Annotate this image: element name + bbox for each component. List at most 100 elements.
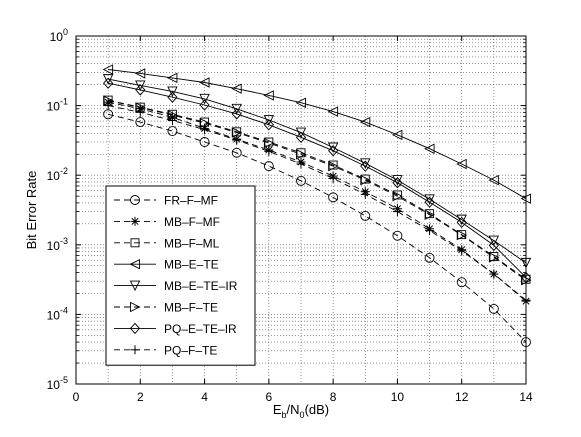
series-group xyxy=(102,64,532,348)
marker-triangle-left xyxy=(359,116,371,128)
marker-triangle-down xyxy=(167,86,178,97)
marker-circle xyxy=(231,147,242,158)
legend-item: MB–F–ML xyxy=(114,236,220,250)
marker-diamond xyxy=(520,271,532,284)
x-tick-label: 2 xyxy=(137,390,144,404)
marker-triangle-right xyxy=(424,209,436,221)
x-tick-label: 4 xyxy=(201,390,208,404)
series-line xyxy=(108,105,527,301)
marker-triangle-left xyxy=(134,68,146,79)
marker-diamond xyxy=(135,84,146,96)
legend-label: PQ–F–TE xyxy=(164,343,217,357)
marker-triangle-right xyxy=(328,160,339,172)
marker-square xyxy=(521,274,531,284)
marker-plus xyxy=(328,173,338,183)
axis-ticks: 0 2 4 6 8 10 12 14 100 10-1 10-2 10-3 10-4 10-5 xyxy=(47,27,533,404)
legend-item: PQ–F–TE xyxy=(114,343,217,357)
marker-diamond xyxy=(199,99,210,111)
legend-item: FR–F–MF xyxy=(114,194,218,208)
series xyxy=(102,64,531,204)
marker-circle xyxy=(424,252,435,263)
marker-triangle-right xyxy=(360,174,371,186)
marker-triangle-down xyxy=(520,257,532,269)
marker-circle xyxy=(199,137,210,147)
legend-item: MB–E–TE xyxy=(114,258,219,272)
series-line xyxy=(107,113,527,343)
marker-triangle-right xyxy=(456,229,468,241)
marker-plus xyxy=(232,135,242,145)
marker-plus xyxy=(167,116,177,126)
y-tick-label: 10-1 xyxy=(47,97,68,114)
marker-triangle-right xyxy=(296,149,307,160)
marker-diamond xyxy=(167,91,178,103)
legend-item: MB–F–TE xyxy=(114,301,218,315)
marker-triangle-left xyxy=(488,174,499,186)
marker-triangle-down xyxy=(327,142,339,154)
legend-label: MB–E–TE xyxy=(164,258,219,272)
marker-circle xyxy=(488,303,499,314)
y-tick-label: 10-3 xyxy=(47,236,68,253)
marker-triangle-right xyxy=(263,137,275,149)
marker-star xyxy=(130,216,140,226)
legend-box xyxy=(105,185,256,366)
marker-triangle-right xyxy=(392,190,403,202)
marker-triangle-down xyxy=(231,103,242,115)
legend-label: MB–F–TE xyxy=(164,301,218,315)
marker-diamond xyxy=(263,119,274,131)
marker-circle xyxy=(392,230,403,241)
series xyxy=(103,77,532,284)
marker-plus xyxy=(130,345,140,355)
y-tick-label: 100 xyxy=(50,27,68,44)
marker-plus xyxy=(425,226,435,236)
marker-plus xyxy=(135,107,145,117)
marker-triangle-left xyxy=(166,72,178,84)
series-line xyxy=(108,99,527,280)
marker-plus xyxy=(103,101,113,111)
marker-diamond xyxy=(295,131,307,144)
marker-triangle-down xyxy=(135,80,146,91)
marker-diamond xyxy=(488,239,499,252)
marker-plus xyxy=(489,269,499,279)
x-tick-label: 6 xyxy=(266,390,273,404)
marker-triangle-down xyxy=(295,127,307,139)
marker-diamond xyxy=(456,216,467,229)
marker-triangle-left xyxy=(199,77,210,88)
marker-circle xyxy=(135,117,146,128)
marker-plus xyxy=(264,146,274,156)
marker-circle xyxy=(296,175,306,186)
marker-diamond xyxy=(392,177,403,189)
marker-diamond xyxy=(360,160,371,172)
marker-circle xyxy=(263,161,274,172)
x-axis-label: Eb/N0(dB) xyxy=(273,402,329,420)
y-axis-label: Bit Error Rate xyxy=(24,171,39,250)
legend: FR–F–MF MB–F–MF MB–F–ML MB–E–TE MB–E–TE–IR MB… xyxy=(105,185,256,366)
series xyxy=(103,101,531,305)
marker-triangle-left xyxy=(231,83,242,94)
series xyxy=(102,74,532,269)
marker-triangle-left xyxy=(520,193,531,204)
marker-diamond xyxy=(129,322,141,335)
marker-diamond xyxy=(328,145,339,157)
marker-plus xyxy=(200,125,210,135)
marker-square xyxy=(392,190,402,200)
marker-triangle-left xyxy=(391,129,403,141)
marker-triangle-down xyxy=(199,93,210,105)
marker-circle xyxy=(167,126,178,137)
marker-triangle-left xyxy=(327,106,339,117)
marker-circle xyxy=(328,192,339,203)
x-tick-label: 0 xyxy=(73,390,80,404)
marker-triangle-left xyxy=(456,158,467,170)
marker-circle xyxy=(130,195,140,205)
marker-triangle-right xyxy=(130,301,141,313)
marker-plus xyxy=(360,189,370,199)
y-tick-label: 10-4 xyxy=(47,305,68,322)
y-tick-label: 10-2 xyxy=(47,166,68,183)
legend-label: MB–E–TE–IR xyxy=(164,279,238,293)
legend-item: PQ–E–TE–IR xyxy=(114,322,237,336)
x-tick-label: 14 xyxy=(519,390,533,404)
marker-triangle-left xyxy=(102,64,114,75)
series-line xyxy=(108,69,527,200)
marker-diamond xyxy=(231,108,242,120)
x-tick-label: 12 xyxy=(455,390,469,404)
